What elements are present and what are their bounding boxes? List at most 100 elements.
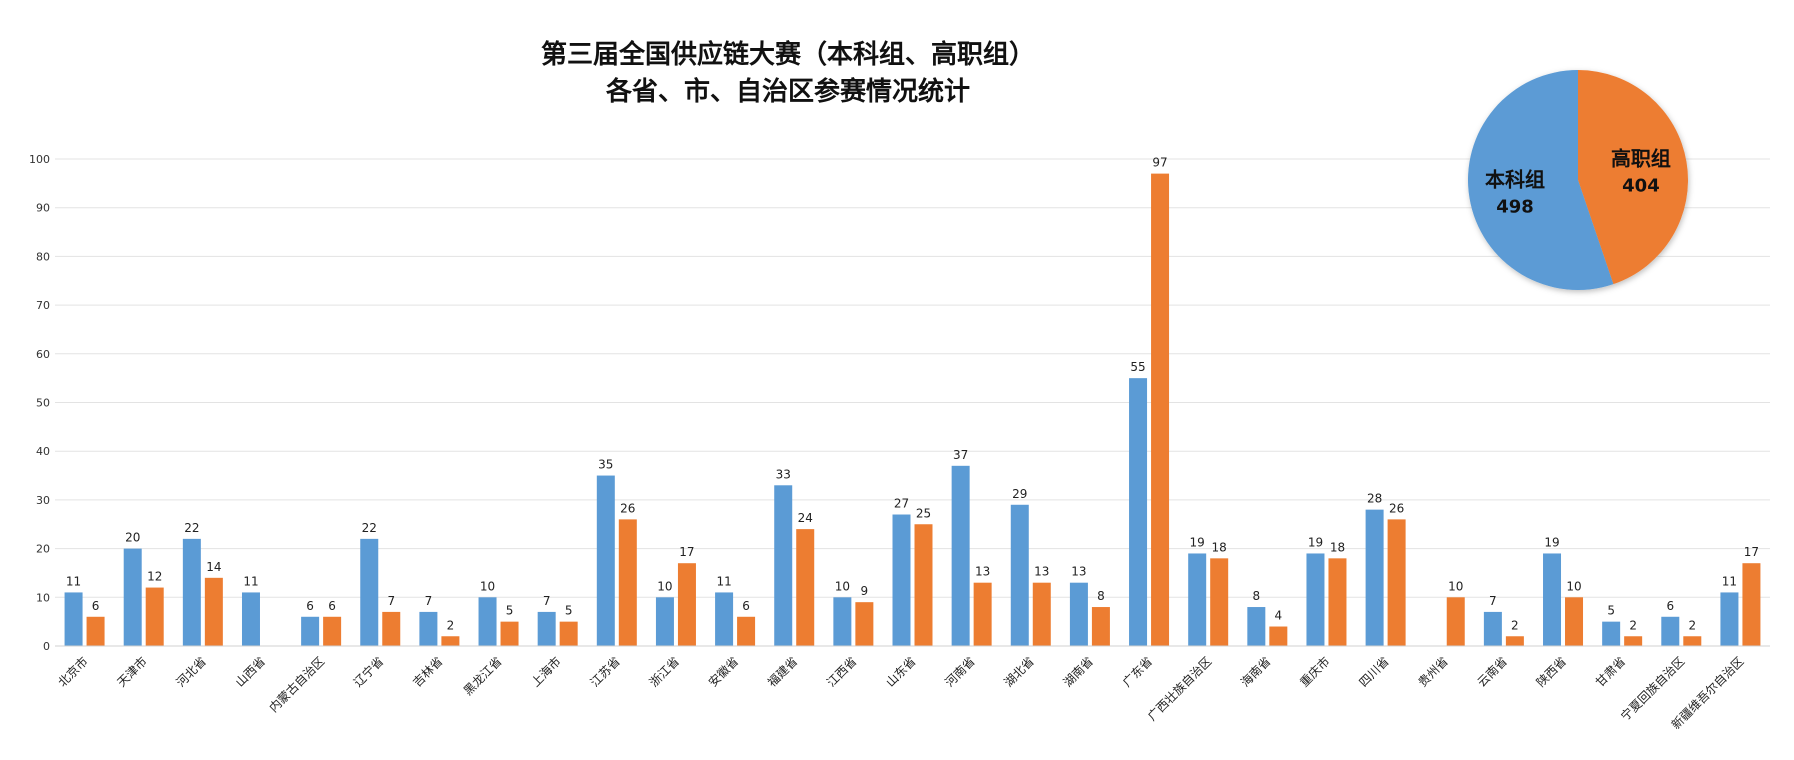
data-label: 10 bbox=[835, 579, 850, 593]
pie-slice-label: 高职组 bbox=[1611, 147, 1671, 171]
data-label: 11 bbox=[1722, 574, 1737, 588]
x-tick-label: 福建省 bbox=[764, 654, 800, 690]
data-label: 10 bbox=[1448, 579, 1463, 593]
bar-series-0 bbox=[1661, 616, 1680, 646]
bar-series-0 bbox=[1720, 592, 1739, 646]
chart-subtitle: 各省、市、自治区参赛情况统计 bbox=[605, 76, 970, 107]
bar-series-0 bbox=[182, 538, 201, 646]
pie-slice-value: 404 bbox=[1622, 176, 1660, 197]
bar-series-1 bbox=[855, 602, 874, 646]
data-label: 14 bbox=[206, 560, 221, 574]
data-label: 7 bbox=[543, 594, 551, 608]
bar-series-0 bbox=[419, 611, 438, 646]
data-label: 7 bbox=[425, 594, 433, 608]
bar-series-0 bbox=[1602, 621, 1621, 646]
bar-series-1 bbox=[973, 582, 992, 646]
x-tick-label: 广东省 bbox=[1120, 654, 1155, 689]
data-label: 25 bbox=[916, 506, 931, 520]
bar-series-1 bbox=[796, 529, 815, 646]
data-label: 5 bbox=[1607, 604, 1615, 618]
x-tick-label: 浙江省 bbox=[647, 654, 682, 689]
bar-series-1 bbox=[559, 621, 578, 646]
data-label: 26 bbox=[620, 501, 635, 515]
bar-series-0 bbox=[360, 538, 379, 646]
x-tick-label: 山西省 bbox=[233, 654, 268, 689]
bar-series-0 bbox=[537, 611, 556, 646]
data-label: 7 bbox=[1489, 594, 1497, 608]
x-tick-label: 吉林省 bbox=[410, 654, 445, 689]
pie-labels: 高职组 404 本科组 498 bbox=[1485, 147, 1671, 218]
bar-series-0 bbox=[1543, 553, 1562, 646]
pie-slice bbox=[1467, 70, 1614, 290]
data-label: 28 bbox=[1367, 492, 1382, 506]
y-tick-label: 30 bbox=[36, 494, 50, 507]
data-label: 19 bbox=[1308, 535, 1323, 549]
data-label: 18 bbox=[1330, 540, 1345, 554]
bar-series-0 bbox=[1188, 553, 1207, 646]
bar-series-1 bbox=[1446, 597, 1465, 646]
data-label: 12 bbox=[147, 570, 162, 584]
bar-series-0 bbox=[951, 465, 970, 646]
x-tick-label: 广西壮族自治区 bbox=[1145, 654, 1214, 723]
y-tick-label: 90 bbox=[36, 202, 50, 215]
data-label: 8 bbox=[1097, 589, 1105, 603]
data-label: 4 bbox=[1275, 609, 1283, 623]
y-tick-label: 80 bbox=[36, 250, 50, 263]
data-label: 6 bbox=[328, 599, 336, 613]
x-tick-label: 北京市 bbox=[55, 654, 91, 690]
bar-series-1 bbox=[145, 587, 164, 646]
chart-title: 第三届全国供应链大赛（本科组、高职组） bbox=[541, 39, 1035, 70]
data-label: 6 bbox=[742, 599, 750, 613]
bar-series-0 bbox=[1247, 607, 1266, 646]
bar-series-0 bbox=[64, 592, 83, 646]
bar-series-0 bbox=[655, 597, 674, 646]
data-label: 17 bbox=[679, 545, 694, 559]
data-label: 26 bbox=[1389, 501, 1404, 515]
data-label: 2 bbox=[1629, 618, 1637, 632]
data-label: 2 bbox=[1688, 618, 1696, 632]
data-label: 10 bbox=[657, 579, 672, 593]
pie-chart bbox=[1467, 70, 1688, 290]
y-tick-label: 0 bbox=[43, 640, 50, 653]
x-tick-label: 重庆市 bbox=[1297, 654, 1333, 690]
data-label: 6 bbox=[1666, 599, 1674, 613]
y-tick-label: 10 bbox=[36, 591, 50, 604]
x-tick-label: 云南省 bbox=[1474, 654, 1510, 690]
x-tick-label: 湖南省 bbox=[1060, 654, 1096, 690]
data-label: 17 bbox=[1744, 545, 1759, 559]
bar-series-1 bbox=[1565, 597, 1584, 646]
data-label: 2 bbox=[1511, 618, 1519, 632]
x-tick-label: 四川省 bbox=[1356, 654, 1391, 689]
data-label: 5 bbox=[506, 604, 514, 618]
bar-series-0 bbox=[1306, 553, 1325, 646]
bar-series-1 bbox=[1328, 558, 1347, 646]
x-tick-label: 江西省 bbox=[824, 654, 859, 689]
bar-series-1 bbox=[382, 611, 401, 646]
pie-slice bbox=[1578, 70, 1688, 285]
pie-slice-value: 498 bbox=[1496, 196, 1534, 217]
bar-series-0 bbox=[715, 592, 734, 646]
y-tick-label: 40 bbox=[36, 445, 50, 458]
bar-series-1 bbox=[1387, 519, 1406, 646]
data-label: 97 bbox=[1152, 156, 1167, 170]
x-tick-label: 贵州省 bbox=[1415, 654, 1450, 689]
bar-series-1 bbox=[1091, 607, 1110, 646]
bar-series-0 bbox=[1069, 582, 1088, 646]
data-label: 8 bbox=[1253, 589, 1261, 603]
bars bbox=[64, 173, 1761, 647]
data-label: 13 bbox=[975, 565, 990, 579]
data-label: 7 bbox=[387, 594, 395, 608]
x-tick-label: 上海市 bbox=[528, 654, 564, 690]
data-label: 37 bbox=[953, 448, 968, 462]
x-tick-label: 黑龙江省 bbox=[461, 654, 505, 698]
bar-series-1 bbox=[323, 616, 342, 646]
x-tick-label: 河南省 bbox=[942, 654, 978, 690]
data-label: 55 bbox=[1130, 360, 1145, 374]
bar-series-1 bbox=[1683, 636, 1702, 646]
bar-series-0 bbox=[833, 597, 852, 646]
data-label: 11 bbox=[243, 574, 258, 588]
data-label: 19 bbox=[1544, 535, 1559, 549]
data-label: 10 bbox=[1566, 579, 1581, 593]
